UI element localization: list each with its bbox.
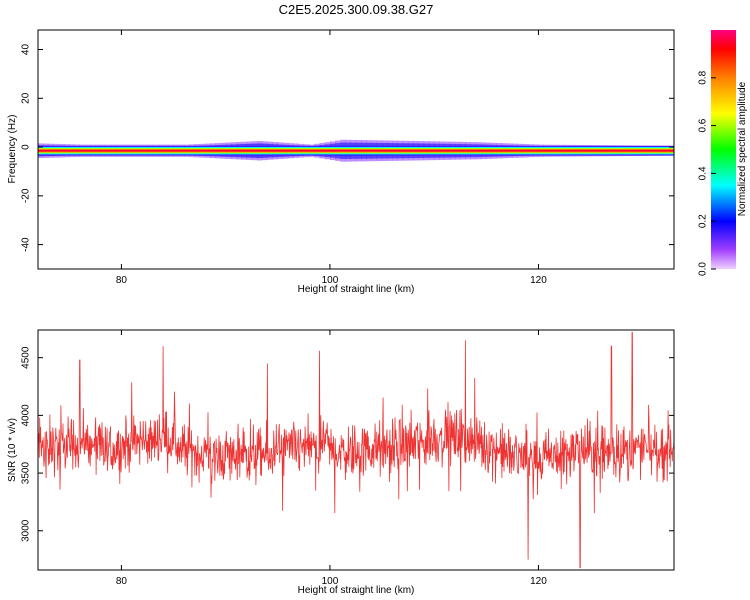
snr-line xyxy=(38,331,674,569)
spectrogram-axes: 80 100 120 -40 -20 0 20 40 xyxy=(21,30,674,286)
spectrogram-y-tick-label: 20 xyxy=(21,92,32,104)
snr-y-tick-label: 4500 xyxy=(21,346,32,369)
spectrogram-frame xyxy=(37,29,675,270)
spectrogram-y-tick-label: -40 xyxy=(21,237,32,252)
colorbar-label: Normalized spectral amplitude xyxy=(737,81,748,216)
snr-x-tick-label: 120 xyxy=(530,576,547,587)
colorbar-tick-label: 0.4 xyxy=(698,166,709,180)
spectrogram-panel: 80 100 120 -40 -20 0 20 40 Height of straight l… xyxy=(7,29,675,295)
colorbar: 0.0 0.2 0.4 0.6 0.8 Normalized spectral ampl… xyxy=(698,30,748,276)
snr-y-tick-label: 4000 xyxy=(21,404,32,427)
snr-line-series xyxy=(38,331,674,569)
colorbar-tick-label: 0.8 xyxy=(698,70,709,84)
colorbar-ticks: 0.0 0.2 0.4 0.6 0.8 xyxy=(698,70,716,276)
snr-x-tick-label: 100 xyxy=(322,576,339,587)
spectrogram-x-axis-label: Height of straight line (km) xyxy=(298,284,415,295)
snr-axes: 80 100 120 3000 3500 4000 4500 xyxy=(21,330,674,587)
spectrogram-x-tick-label: 120 xyxy=(530,275,547,286)
snr-x-axis-label: Height of straight line (km) xyxy=(298,585,415,596)
spectrogram-y-tick-label: -20 xyxy=(21,188,32,203)
spectrogram-y-axis-label: Frequency (Hz) xyxy=(7,115,18,184)
spectrogram-y-tick-label: 40 xyxy=(21,44,32,56)
snr-y-tick-label: 3000 xyxy=(21,519,32,542)
spectrogram-heatmap xyxy=(38,139,674,162)
spectrogram-x-tick-label: 80 xyxy=(116,275,128,286)
snr-x-tick-label: 80 xyxy=(116,576,128,587)
colorbar-tick-label: 0.0 xyxy=(698,262,709,276)
chart-title: C2E5.2025.300.09.38.G27 xyxy=(279,2,434,17)
snr-frame xyxy=(37,329,675,571)
snr-y-tick-label: 3500 xyxy=(21,462,32,485)
heatmap-core-band xyxy=(38,149,674,152)
spectrogram-x-tick-label: 100 xyxy=(322,275,339,286)
snr-panel: 80 100 120 3000 3500 4000 4500 Height of strai… xyxy=(7,329,675,596)
colorbar-gradient xyxy=(711,30,736,269)
snr-y-axis-label: SNR (10 * v/v) xyxy=(7,418,18,482)
spectrogram-y-tick-label: 0 xyxy=(21,144,32,150)
colorbar-tick-label: 0.2 xyxy=(698,214,709,228)
colorbar-tick-label: 0.6 xyxy=(698,118,709,132)
